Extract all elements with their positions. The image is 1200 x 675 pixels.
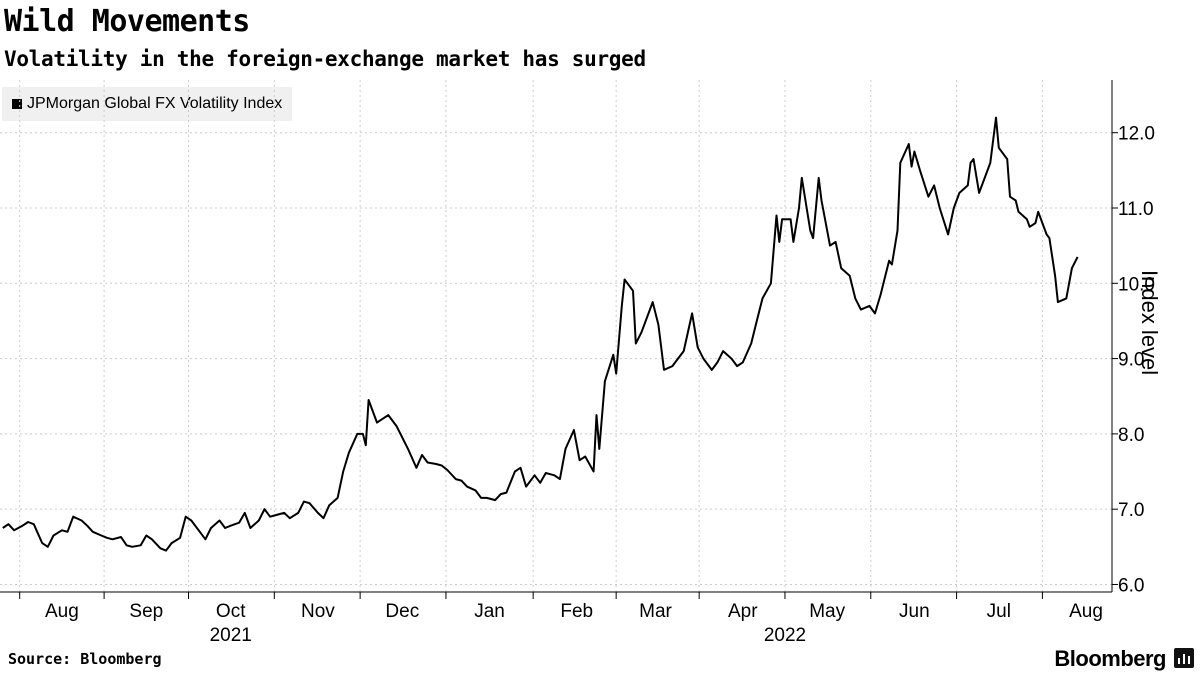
x-tick-label: Aug — [1069, 601, 1103, 622]
y-tick-label: 11.0 — [1118, 199, 1154, 220]
y-axis-title: Index level — [1137, 270, 1162, 376]
x-tick-label: Dec — [385, 601, 419, 622]
bloomberg-logo-icon — [1174, 648, 1194, 668]
x-tick-label: Jun — [899, 601, 930, 622]
x-tick-label: Jul — [987, 601, 1011, 622]
y-tick-label: 8.0 — [1118, 425, 1144, 446]
y-tick-label: 10.0 — [1118, 274, 1155, 295]
chart-subtitle: Volatility in the foreign-exchange marke… — [4, 47, 646, 71]
x-tick-label: May — [809, 601, 845, 622]
x-year-label: 2022 — [764, 625, 806, 646]
source-note: Source: Bloomberg — [8, 650, 162, 668]
y-tick-label: 12.0 — [1118, 124, 1155, 145]
series-line — [2, 116, 1079, 552]
legend-label: JPMorgan Global FX Volatility Index — [27, 95, 283, 112]
bloomberg-logo: Bloomberg — [1054, 646, 1166, 671]
x-tick-label: Aug — [45, 601, 79, 622]
x-year-label: 2021 — [210, 625, 252, 646]
chart-title: Wild Movements — [4, 4, 250, 39]
y-tick-label: 9.0 — [1118, 350, 1144, 371]
x-tick-label: Mar — [639, 601, 672, 622]
legend-swatch — [12, 99, 22, 109]
x-tick-label: Oct — [216, 601, 246, 622]
x-tick-label: Sep — [129, 601, 163, 622]
x-tick-label: Feb — [560, 601, 593, 622]
x-tick-label: Nov — [301, 601, 335, 622]
x-tick-label: Jan — [474, 601, 505, 622]
y-tick-label: 6.0 — [1118, 575, 1144, 596]
y-tick-label: 7.0 — [1118, 500, 1144, 521]
legend: JPMorgan Global FX Volatility Index — [2, 87, 293, 121]
x-tick-label: Apr — [728, 601, 758, 622]
